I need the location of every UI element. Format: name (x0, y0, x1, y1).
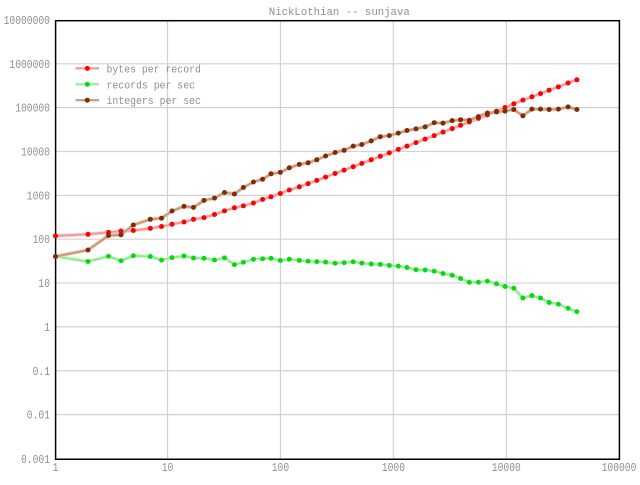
svg-text:1: 1 (44, 322, 50, 335)
svg-text:1: 1 (53, 462, 59, 475)
svg-text:10: 10 (162, 462, 174, 475)
svg-text:1000: 1000 (27, 190, 50, 203)
svg-text:0.1: 0.1 (33, 366, 50, 379)
svg-text:1000: 1000 (382, 462, 405, 475)
svg-text:100000: 100000 (602, 462, 637, 475)
svg-text:integers per sec: integers per sec (107, 96, 201, 108)
svg-text:10000: 10000 (492, 462, 521, 475)
svg-text:0.01: 0.01 (27, 410, 50, 423)
svg-text:10: 10 (38, 278, 50, 291)
svg-text:NickLothian -- sunjava: NickLothian -- sunjava (269, 7, 410, 19)
svg-text:100: 100 (272, 462, 289, 475)
svg-text:0.001: 0.001 (21, 454, 50, 467)
svg-text:100000: 100000 (15, 103, 50, 116)
svg-text:100: 100 (33, 234, 50, 247)
svg-text:10000: 10000 (21, 147, 50, 160)
svg-text:10000000: 10000000 (4, 15, 50, 28)
svg-text:bytes per record: bytes per record (107, 64, 201, 76)
svg-text:records per sec: records per sec (107, 80, 196, 92)
svg-text:1000000: 1000000 (9, 59, 50, 72)
